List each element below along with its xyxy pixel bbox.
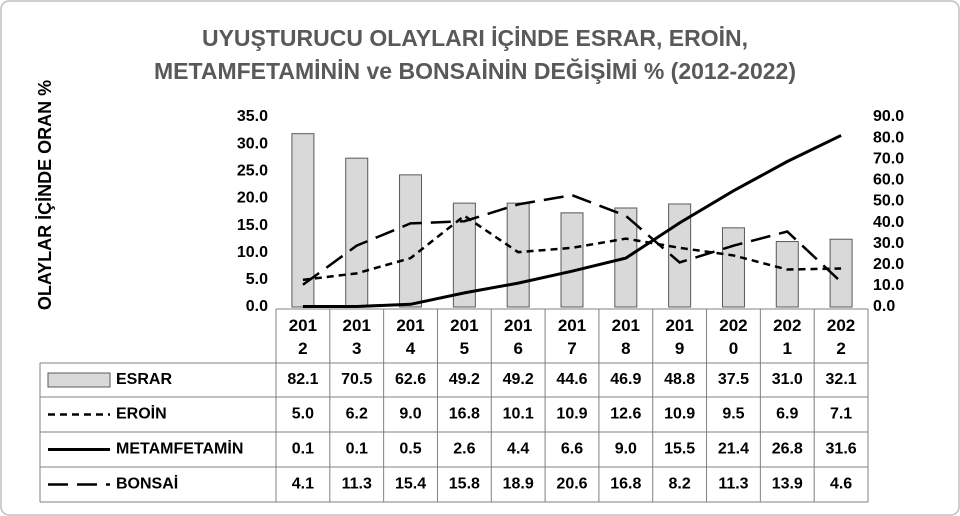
x-tick-label: 2020: [719, 316, 748, 358]
x-tick-label: 2019: [665, 316, 694, 358]
value-label: 49.2: [503, 371, 534, 388]
value-label: 9.5: [722, 406, 744, 423]
value-label: 4.1: [292, 476, 314, 493]
bar: [452, 202, 476, 308]
value-label: 11.3: [342, 476, 372, 493]
x-tick-label: 2012: [288, 316, 318, 358]
y2-tick-label: 40.0: [873, 214, 904, 231]
value-label: 8.2: [669, 476, 691, 493]
y2-tick-label: 50.0: [873, 193, 904, 210]
value-label: 13.9: [772, 476, 803, 493]
y2-tick-label: 20.0: [873, 256, 904, 273]
value-label: 26.8: [772, 441, 803, 458]
value-label: 31.6: [826, 441, 857, 458]
bar: [721, 227, 745, 308]
value-label: 62.6: [395, 371, 426, 388]
value-label: 31.0: [772, 371, 803, 388]
value-label: 9.0: [399, 406, 421, 423]
x-tick-label: 2016: [503, 316, 533, 358]
value-label: 2.6: [453, 441, 475, 458]
value-label: 21.4: [718, 441, 749, 458]
legend-label: ESRAR: [116, 371, 172, 388]
y-tick-label: 10.0: [237, 244, 268, 261]
bar: [668, 203, 692, 308]
value-label: 4.6: [830, 476, 852, 493]
value-label: 16.8: [449, 406, 480, 423]
y-axis-title: OLAYLAR İÇİNDE ORAN %: [35, 80, 55, 310]
y-tick-label: 20.0: [237, 190, 268, 207]
value-label: 6.6: [561, 441, 583, 458]
bar: [560, 212, 584, 308]
y2-tick-label: 70.0: [873, 150, 904, 167]
legend-label: BONSAİ: [116, 475, 178, 493]
value-label: 0.5: [399, 441, 421, 458]
bar: [291, 133, 315, 308]
x-tick-label: 2014: [396, 316, 425, 358]
value-label: 0.1: [292, 441, 314, 458]
x-tick-label: 2017: [557, 316, 587, 358]
value-label: 37.5: [718, 371, 749, 388]
value-label: 7.1: [830, 406, 852, 423]
value-label: 20.6: [556, 476, 587, 493]
bar: [345, 157, 369, 308]
value-label: 18.9: [503, 476, 534, 493]
value-label: 70.5: [341, 371, 372, 388]
value-label: 48.8: [664, 371, 695, 388]
value-label: 44.6: [556, 371, 587, 388]
value-label: 9.0: [615, 441, 637, 458]
value-label: 16.8: [610, 476, 641, 493]
line: [302, 193, 842, 286]
bar: [506, 202, 530, 308]
value-label: 6.2: [346, 406, 368, 423]
y-tick-label: 25.0: [237, 163, 268, 180]
legend-key: [47, 372, 111, 388]
bar: [399, 174, 423, 308]
value-label: 49.2: [449, 371, 480, 388]
value-label: 10.1: [503, 406, 534, 423]
value-label: 15.4: [395, 476, 426, 493]
legend-label: EROİN: [116, 405, 167, 423]
value-label: 10.9: [556, 406, 587, 423]
line: [302, 134, 842, 308]
y2-tick-label: 0.0: [873, 298, 895, 315]
value-label: 4.4: [507, 441, 529, 458]
y-tick-label: 35.0: [237, 108, 268, 125]
bar: [775, 241, 799, 308]
value-label: 32.1: [826, 371, 857, 388]
y2-tick-label: 10.0: [873, 277, 904, 294]
value-label: 10.9: [664, 406, 695, 423]
value-label: 15.5: [664, 441, 695, 458]
x-tick-label: 2021: [773, 316, 802, 358]
y-tick-label: 5.0: [246, 271, 268, 288]
value-label: 15.8: [449, 476, 480, 493]
y2-tick-label: 80.0: [873, 129, 904, 146]
value-label: 82.1: [287, 371, 318, 388]
y2-tick-label: 60.0: [873, 172, 904, 189]
value-label: 12.6: [610, 406, 641, 423]
y2-tick-label: 30.0: [873, 235, 904, 252]
x-tick-label: 2018: [611, 316, 640, 358]
x-tick-label: 2015: [450, 316, 479, 358]
chart-title: UYUŞTURUCU OLAYLARI İÇİNDE ESRAR, EROİN,: [202, 25, 748, 51]
y-tick-label: 15.0: [237, 217, 268, 234]
x-tick-label: 2013: [342, 316, 371, 358]
y2-tick-label: 90.0: [873, 108, 904, 125]
legend-label: METAMFETAMİN: [116, 440, 243, 458]
value-label: 5.0: [292, 406, 314, 423]
y-tick-label: 30.0: [237, 135, 268, 152]
value-label: 0.1: [346, 441, 368, 458]
y-tick-label: 0.0: [246, 298, 268, 315]
value-label: 46.9: [610, 371, 641, 388]
value-label: 6.9: [776, 406, 798, 423]
value-label: 11.3: [718, 476, 748, 493]
chart-title: METAMFETAMİNİN ve BONSAİNİN DEĞİŞİMİ % (…: [154, 57, 796, 84]
x-tick-label: 2022: [826, 316, 856, 358]
